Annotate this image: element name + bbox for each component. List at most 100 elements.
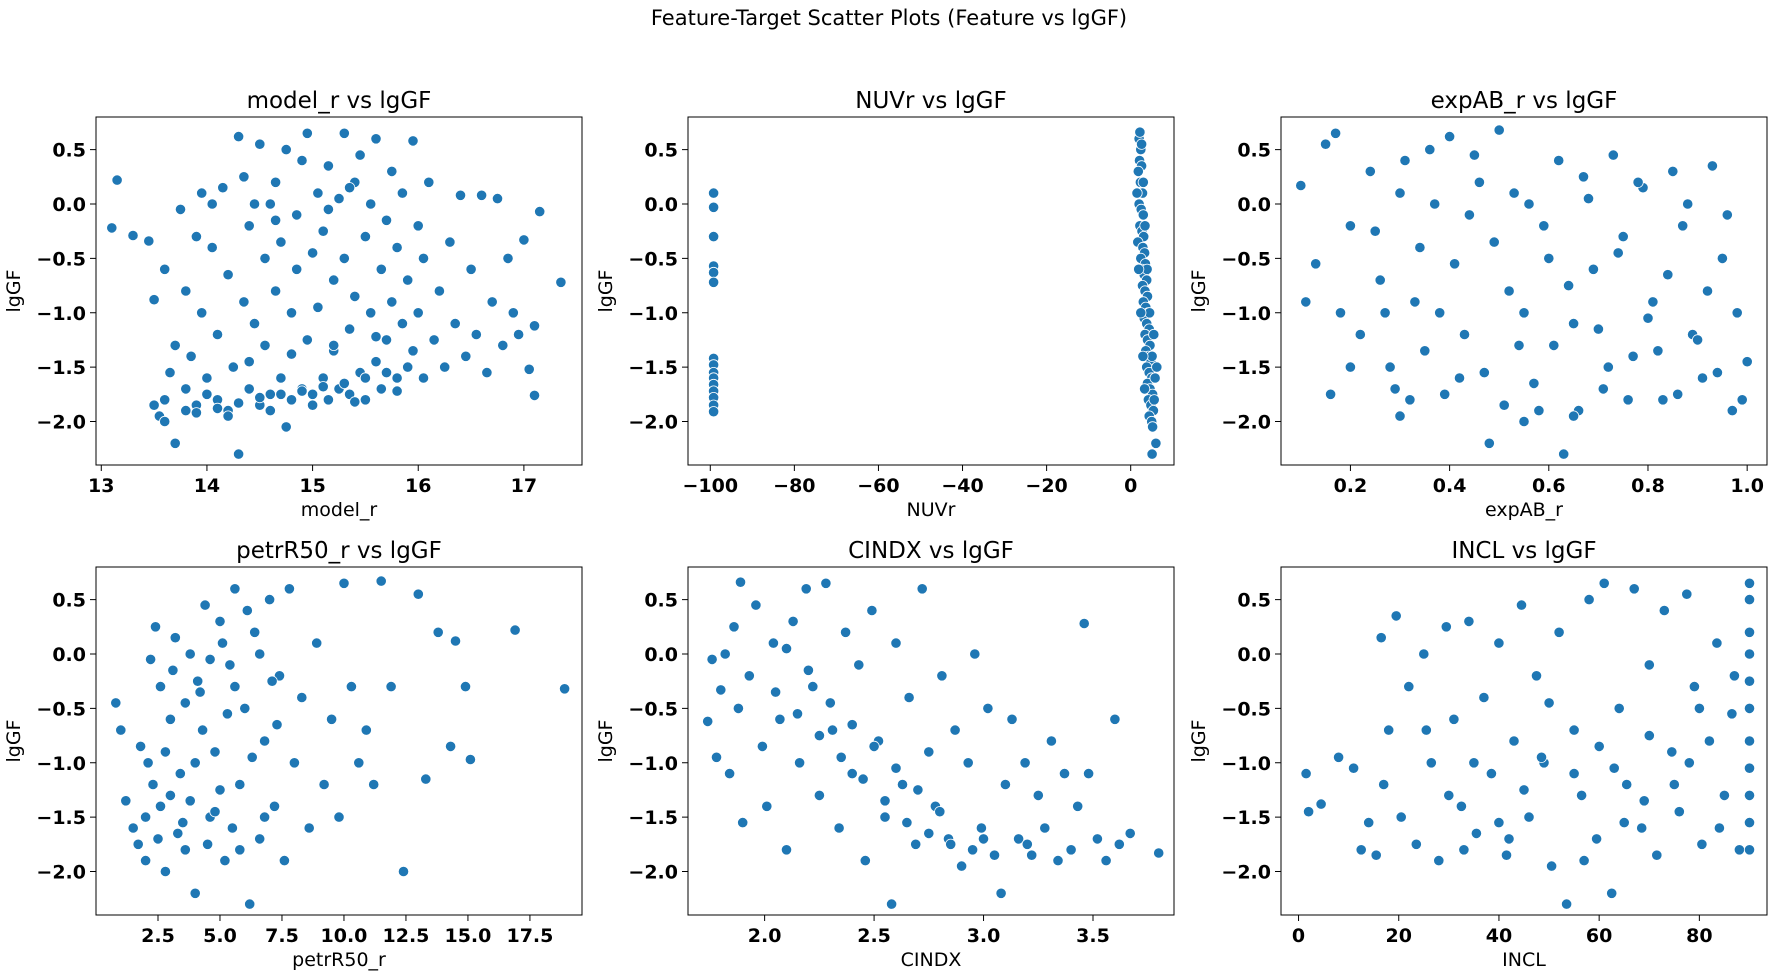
scatter-point	[1330, 127, 1342, 139]
scatter-point	[1673, 806, 1685, 818]
scatter-point	[791, 708, 804, 720]
scatter-point	[211, 402, 224, 414]
scatter-point	[1538, 220, 1550, 232]
scatter-point	[1334, 307, 1347, 319]
scatter-point	[432, 626, 444, 638]
y-axis-label: lgGF	[1188, 720, 1210, 763]
scatter-point	[420, 773, 432, 785]
scatter-point	[475, 189, 488, 201]
scatter-point	[1424, 144, 1436, 156]
plot-frame	[687, 566, 1175, 916]
scatter-point	[189, 887, 201, 899]
scatter-point	[1131, 187, 1143, 199]
scatter-point	[386, 296, 398, 308]
scatter-point	[1500, 849, 1513, 861]
scatter-point	[216, 637, 229, 649]
scatter-point	[481, 366, 493, 379]
scatter-point	[1300, 767, 1312, 780]
scatter-point	[365, 198, 377, 210]
scatter-point	[196, 307, 208, 319]
scatter-point	[132, 838, 144, 850]
scatter-point	[154, 680, 167, 693]
scatter-point	[111, 174, 123, 186]
panel-title: model_r vs lgGF	[247, 88, 432, 114]
scatter-point	[1333, 751, 1345, 763]
scatter-point	[1058, 767, 1071, 780]
y-tick-label: 0.0	[52, 194, 86, 216]
y-tick-label: −2.0	[1221, 862, 1271, 884]
scatter-point	[1113, 838, 1125, 850]
scatter-point	[1039, 822, 1051, 834]
scatter-point	[1355, 844, 1367, 856]
scatter-point	[1498, 399, 1510, 411]
scatter-point	[217, 182, 229, 194]
y-axis-label: lgGF	[595, 270, 617, 313]
scatter-point	[1711, 637, 1723, 649]
y-tick-label: −2.0	[1221, 412, 1271, 434]
scatter-point	[1139, 220, 1151, 232]
scatter-point	[1390, 610, 1402, 622]
scatter-point	[879, 795, 891, 807]
scatter-point	[206, 241, 218, 254]
scatter-point	[1577, 171, 1590, 183]
scatter-point	[737, 816, 749, 829]
y-tick-label: 0.5	[52, 590, 86, 612]
scatter-point	[258, 735, 271, 747]
scatter-point	[317, 225, 329, 237]
x-axis-label: petrR50_r	[292, 949, 386, 971]
scatter-point	[152, 833, 164, 845]
scatter-point	[1617, 231, 1629, 243]
scatter-point	[433, 285, 445, 297]
scatter-point	[1443, 789, 1455, 802]
scatter-point	[380, 334, 393, 346]
scatter-point	[707, 276, 720, 288]
panel-3: expAB_r vs lgGF 0.2 0.4 0.6 0.8 1.0 −2.0 −1.5 −1…	[1188, 88, 1768, 521]
scatter-point	[780, 642, 793, 655]
scatter-point	[1546, 860, 1558, 872]
scatter-point	[1134, 126, 1146, 138]
scatter-point	[1403, 680, 1415, 693]
scatter-point	[962, 757, 974, 769]
scatter-point	[229, 583, 241, 595]
scatter-point	[702, 715, 714, 728]
scatter-point	[497, 339, 509, 351]
scatter-point	[1468, 149, 1481, 161]
scatter-point	[241, 604, 253, 617]
scatter-point	[259, 252, 271, 264]
scatter-point	[353, 757, 365, 769]
y-tick-label: 0.5	[52, 140, 86, 162]
scatter-point	[179, 697, 191, 709]
scatter-point	[1414, 241, 1426, 254]
scatter-point	[143, 235, 155, 247]
scatter-point	[180, 383, 192, 395]
scatter-point	[1692, 334, 1704, 346]
scatter-point	[1743, 593, 1756, 606]
scatter-point	[412, 220, 424, 232]
scatter-point	[275, 236, 287, 248]
scatter-point	[1493, 124, 1505, 136]
scatter-point	[901, 816, 913, 829]
scatter-point	[1478, 366, 1490, 379]
scatter-point	[1543, 252, 1555, 264]
y-tick-label: −0.5	[1221, 698, 1271, 720]
y-tick-label: 0.5	[1237, 590, 1271, 612]
scatter-point	[1591, 833, 1603, 845]
scatter-point	[824, 697, 836, 709]
panel-4: petrR50_r vs lgGF 2.5 5.0 7.5 10.0 12.5 15.0 17…	[3, 538, 583, 971]
x-axis-label: INCL	[1502, 949, 1546, 971]
scatter-point	[1448, 713, 1460, 725]
scatter-point	[1100, 854, 1112, 867]
x-tick-label: 3.5	[1076, 925, 1110, 947]
scatter-point	[1682, 198, 1694, 210]
scatter-point	[707, 406, 720, 418]
scatter-point	[1593, 740, 1605, 753]
figure-suptitle: Feature-Target Scatter Plots (Feature vs…	[651, 6, 1127, 30]
x-tick-label: 17.5	[506, 925, 553, 947]
scatter-points	[1300, 577, 1756, 910]
y-tick-label: −1.0	[36, 753, 86, 775]
scatter-point	[391, 241, 403, 254]
y-tick-label: −1.5	[1221, 807, 1271, 829]
scatter-point	[999, 778, 1012, 791]
scatter-point	[180, 404, 192, 417]
scatter-point	[1325, 388, 1337, 400]
